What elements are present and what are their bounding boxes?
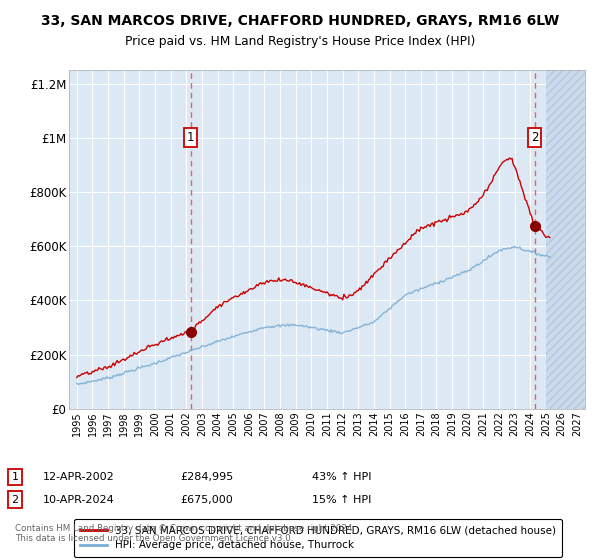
Text: 2: 2 — [531, 131, 538, 144]
Text: 12-APR-2002: 12-APR-2002 — [43, 472, 115, 482]
Text: Contains HM Land Registry data © Crown copyright and database right 2024.
This d: Contains HM Land Registry data © Crown c… — [15, 524, 355, 543]
Text: 1: 1 — [187, 131, 194, 144]
Text: 43% ↑ HPI: 43% ↑ HPI — [312, 472, 371, 482]
Text: £284,995: £284,995 — [180, 472, 233, 482]
Legend: 33, SAN MARCOS DRIVE, CHAFFORD HUNDRED, GRAYS, RM16 6LW (detached house), HPI: A: 33, SAN MARCOS DRIVE, CHAFFORD HUNDRED, … — [74, 519, 562, 557]
Text: 15% ↑ HPI: 15% ↑ HPI — [312, 494, 371, 505]
Text: 2: 2 — [11, 494, 19, 505]
Text: 33, SAN MARCOS DRIVE, CHAFFORD HUNDRED, GRAYS, RM16 6LW: 33, SAN MARCOS DRIVE, CHAFFORD HUNDRED, … — [41, 14, 559, 28]
Bar — [546, 70, 585, 409]
Text: £675,000: £675,000 — [180, 494, 233, 505]
Text: Price paid vs. HM Land Registry's House Price Index (HPI): Price paid vs. HM Land Registry's House … — [125, 35, 475, 48]
Text: 1: 1 — [11, 472, 19, 482]
Text: 10-APR-2024: 10-APR-2024 — [43, 494, 115, 505]
